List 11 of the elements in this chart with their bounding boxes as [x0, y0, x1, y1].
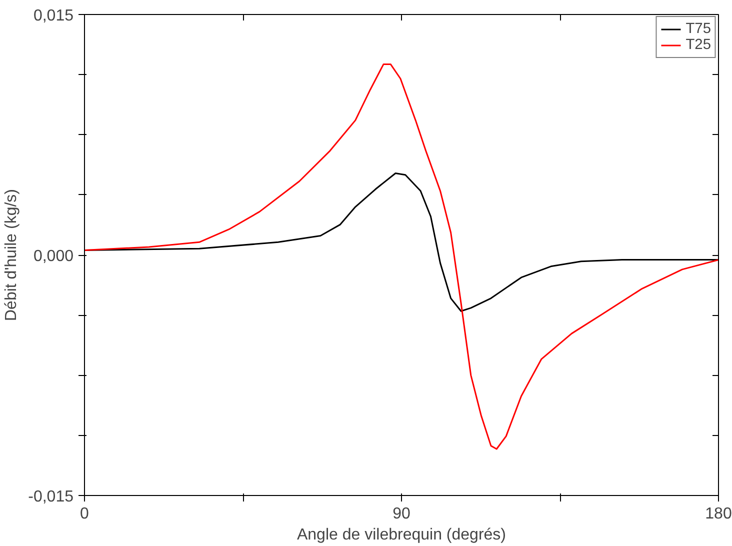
x-tick-label: 90 [392, 506, 410, 522]
y-tick-label: 0,015 [33, 8, 74, 24]
x-tick-label: 0 [80, 506, 90, 522]
line-series [84, 63, 718, 450]
legend-label: T25 [686, 37, 711, 53]
x-tick-label: 180 [705, 506, 732, 522]
y-tick-label: 0,000 [33, 248, 74, 265]
y-axis-title: Débit d'huile (kg/s) [3, 189, 20, 321]
x-axis-title: Angle de vilebrequin (degrés) [296, 526, 506, 544]
legend-label: T75 [686, 21, 711, 37]
y-tick-label: -0,015 [28, 488, 74, 506]
